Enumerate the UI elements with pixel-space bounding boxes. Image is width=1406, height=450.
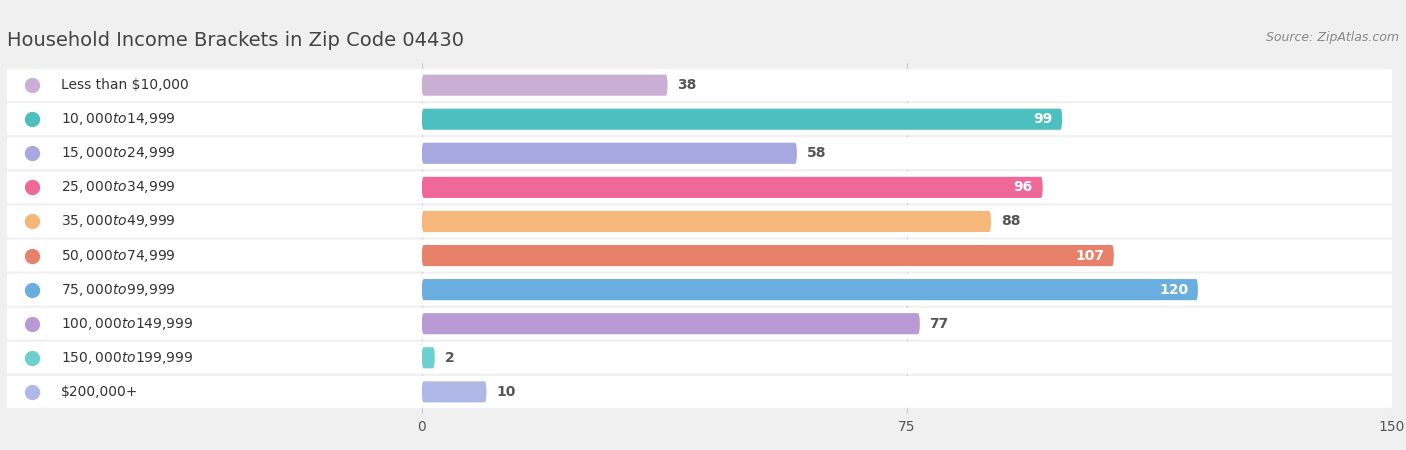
- FancyBboxPatch shape: [41, 245, 422, 266]
- Text: 96: 96: [1014, 180, 1033, 194]
- FancyBboxPatch shape: [422, 245, 1114, 266]
- FancyBboxPatch shape: [41, 177, 422, 198]
- FancyBboxPatch shape: [422, 347, 434, 369]
- FancyBboxPatch shape: [422, 381, 486, 402]
- Text: Less than $10,000: Less than $10,000: [60, 78, 188, 92]
- FancyBboxPatch shape: [422, 69, 1392, 101]
- FancyBboxPatch shape: [41, 211, 422, 232]
- Text: $75,000 to $99,999: $75,000 to $99,999: [60, 282, 176, 297]
- FancyBboxPatch shape: [41, 75, 422, 96]
- FancyBboxPatch shape: [7, 376, 422, 408]
- Text: 77: 77: [929, 317, 949, 331]
- FancyBboxPatch shape: [41, 313, 422, 334]
- FancyBboxPatch shape: [41, 108, 422, 130]
- Text: $15,000 to $24,999: $15,000 to $24,999: [60, 145, 176, 161]
- Text: 2: 2: [444, 351, 454, 365]
- FancyBboxPatch shape: [422, 211, 991, 232]
- FancyBboxPatch shape: [7, 342, 422, 374]
- FancyBboxPatch shape: [7, 103, 422, 135]
- Text: 99: 99: [1033, 112, 1052, 126]
- FancyBboxPatch shape: [422, 143, 797, 164]
- Text: $150,000 to $199,999: $150,000 to $199,999: [60, 350, 194, 366]
- FancyBboxPatch shape: [422, 75, 668, 96]
- Text: $200,000+: $200,000+: [60, 385, 138, 399]
- FancyBboxPatch shape: [7, 239, 422, 271]
- FancyBboxPatch shape: [422, 308, 1392, 340]
- FancyBboxPatch shape: [41, 381, 422, 402]
- Text: Source: ZipAtlas.com: Source: ZipAtlas.com: [1265, 32, 1399, 45]
- FancyBboxPatch shape: [422, 108, 1062, 130]
- FancyBboxPatch shape: [422, 313, 920, 334]
- Text: $25,000 to $34,999: $25,000 to $34,999: [60, 180, 176, 195]
- Text: 38: 38: [678, 78, 696, 92]
- FancyBboxPatch shape: [422, 279, 1198, 300]
- Text: $10,000 to $14,999: $10,000 to $14,999: [60, 111, 176, 127]
- FancyBboxPatch shape: [7, 137, 422, 169]
- Text: 107: 107: [1076, 248, 1104, 262]
- Text: 58: 58: [807, 146, 827, 160]
- FancyBboxPatch shape: [422, 103, 1392, 135]
- FancyBboxPatch shape: [422, 177, 1043, 198]
- FancyBboxPatch shape: [7, 171, 422, 203]
- FancyBboxPatch shape: [7, 308, 422, 340]
- FancyBboxPatch shape: [422, 342, 1392, 374]
- FancyBboxPatch shape: [422, 274, 1392, 306]
- FancyBboxPatch shape: [41, 347, 422, 369]
- Text: $50,000 to $74,999: $50,000 to $74,999: [60, 248, 176, 264]
- FancyBboxPatch shape: [41, 279, 422, 300]
- FancyBboxPatch shape: [7, 206, 422, 238]
- Text: 88: 88: [1001, 215, 1021, 229]
- Text: $100,000 to $149,999: $100,000 to $149,999: [60, 316, 194, 332]
- FancyBboxPatch shape: [422, 137, 1392, 169]
- FancyBboxPatch shape: [7, 69, 422, 101]
- Text: Household Income Brackets in Zip Code 04430: Household Income Brackets in Zip Code 04…: [7, 32, 464, 50]
- FancyBboxPatch shape: [7, 274, 422, 306]
- Text: 10: 10: [496, 385, 516, 399]
- FancyBboxPatch shape: [422, 171, 1392, 203]
- Text: 120: 120: [1159, 283, 1188, 297]
- Text: $35,000 to $49,999: $35,000 to $49,999: [60, 213, 176, 230]
- FancyBboxPatch shape: [41, 143, 422, 164]
- FancyBboxPatch shape: [422, 376, 1392, 408]
- FancyBboxPatch shape: [422, 206, 1392, 238]
- FancyBboxPatch shape: [422, 239, 1392, 271]
